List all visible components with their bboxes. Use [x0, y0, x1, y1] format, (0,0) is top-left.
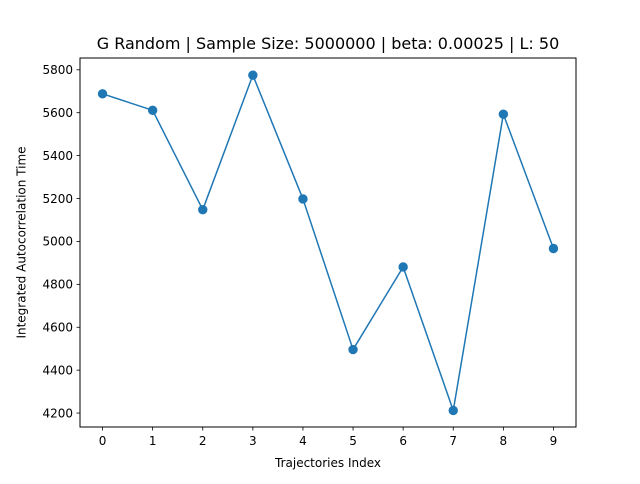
x-tick-label: 3: [249, 434, 257, 448]
x-tick-label: 9: [550, 434, 558, 448]
chart-title: G Random | Sample Size: 5000000 | beta: …: [97, 34, 560, 53]
y-tick-label: 4400: [42, 363, 73, 377]
data-point: [97, 89, 108, 99]
x-tick-label: 6: [399, 434, 407, 448]
y-tick-label: 5200: [42, 192, 73, 206]
y-tick-label: 5800: [42, 63, 73, 77]
y-tick-label: 4600: [42, 321, 73, 335]
data-point: [298, 194, 308, 204]
x-axis-ticks: 0 1 2 3 4 5 6 7 8 9: [99, 427, 558, 448]
data-point: [498, 109, 509, 119]
data-point: [248, 70, 258, 80]
x-tick-label: 4: [299, 434, 307, 448]
plot-frame: [79, 57, 577, 428]
x-tick-label: 2: [199, 434, 207, 448]
data-point: [398, 262, 408, 272]
data-point: [348, 344, 358, 355]
y-tick-label: 5600: [42, 106, 73, 120]
data-point: [198, 204, 208, 215]
data-point: [548, 243, 559, 254]
x-tick-label: 7: [449, 434, 457, 448]
data-point: [147, 105, 158, 116]
y-axis-label: Integrated Autocorrelation Time: [15, 146, 29, 338]
y-axis-ticks: 4200 4400 4600 4800 5000 5200 5400 5600 5800: [42, 63, 80, 420]
x-tick-label: 5: [349, 434, 357, 448]
y-tick-label: 5400: [42, 149, 73, 163]
series-group: [97, 70, 559, 416]
y-tick-label: 5000: [42, 235, 73, 249]
x-tick-label: 0: [99, 434, 107, 448]
y-tick-label: 4800: [42, 278, 73, 292]
data-point: [448, 405, 458, 416]
y-tick-label: 4200: [42, 406, 73, 420]
x-tick-label: 1: [149, 434, 157, 448]
x-tick-label: 8: [500, 434, 508, 448]
series-line: [102, 74, 555, 412]
x-axis-label: Trajectories Index: [274, 456, 381, 470]
